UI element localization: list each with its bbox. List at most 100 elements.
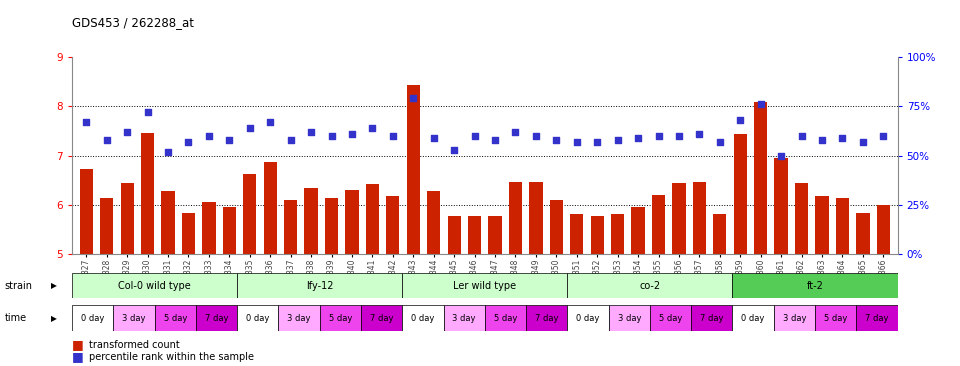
Bar [775,158,788,254]
Bar [100,198,113,254]
Bar [320,305,361,331]
Point [140,109,156,115]
Point [180,139,196,145]
Bar [402,273,567,298]
Bar [529,182,542,254]
Point [876,133,891,139]
Text: 5 day: 5 day [659,314,683,322]
Bar [713,214,727,254]
Bar [567,273,732,298]
Text: 3 day: 3 day [287,314,311,322]
Point [488,137,503,143]
Bar [795,183,808,254]
Bar [72,273,237,298]
Text: percentile rank within the sample: percentile rank within the sample [89,352,254,362]
Point [753,101,768,107]
Bar [489,216,502,254]
Bar [570,214,584,254]
Bar [386,196,399,254]
Text: 3 day: 3 day [782,314,806,322]
Bar [836,198,849,254]
Point [303,129,319,135]
Bar [468,216,481,254]
Bar [611,214,624,254]
Point [283,137,299,143]
Point [160,149,176,154]
Text: ■: ■ [72,338,84,351]
Point [324,133,339,139]
Bar [590,216,604,254]
Bar [693,182,706,254]
Text: 5 day: 5 day [824,314,848,322]
Text: ft-2: ft-2 [806,281,824,291]
Bar [774,305,815,331]
Point [345,131,360,137]
Bar [526,305,567,331]
Bar [161,191,175,254]
Bar [485,305,526,331]
Bar [324,198,338,254]
Text: 7 day: 7 day [370,314,394,322]
Bar [346,190,359,254]
Text: 3 day: 3 day [617,314,641,322]
Point [732,117,748,123]
Bar [754,102,767,254]
Bar [284,200,298,254]
Bar [237,305,278,331]
Text: 5 day: 5 day [493,314,517,322]
Text: 7 day: 7 day [700,314,724,322]
Bar [80,169,93,254]
Bar [407,85,420,254]
Bar [196,305,237,331]
Text: 0 day: 0 day [576,314,600,322]
Bar [733,134,747,254]
Bar [444,305,485,331]
Text: 3 day: 3 day [122,314,146,322]
Point [262,119,277,125]
Bar [243,174,256,254]
Point [651,133,666,139]
Point [508,129,523,135]
Point [426,135,442,141]
Point [610,137,625,143]
Text: transformed count: transformed count [89,340,180,350]
Bar [155,305,196,331]
Bar [402,305,444,331]
Bar [361,305,402,331]
Point [569,139,585,145]
Bar [609,305,650,331]
Bar [632,208,645,254]
Bar [181,213,195,254]
Text: ■: ■ [72,350,84,363]
Point [589,139,605,145]
Text: lfy-12: lfy-12 [306,281,333,291]
Bar [652,195,665,254]
Bar [427,191,441,254]
Text: 7 day: 7 day [204,314,228,322]
Bar [691,305,732,331]
Text: time: time [5,313,27,323]
Bar [366,184,379,254]
Point [79,119,94,125]
Bar [264,162,276,254]
Point [365,125,380,131]
Bar [732,305,774,331]
Bar [650,305,691,331]
Bar [815,305,856,331]
Point [528,133,543,139]
Text: 0 day: 0 day [741,314,765,322]
Text: 5 day: 5 day [163,314,187,322]
Point [794,133,809,139]
Point [712,139,728,145]
Point [467,133,482,139]
Point [202,133,217,139]
Bar [856,213,870,254]
Text: 7 day: 7 day [535,314,559,322]
Text: strain: strain [5,281,33,291]
Text: ▶: ▶ [51,281,57,290]
Point [405,95,420,101]
Text: 0 day: 0 day [411,314,435,322]
Text: 0 day: 0 day [81,314,105,322]
Bar [567,305,609,331]
Point [222,137,237,143]
